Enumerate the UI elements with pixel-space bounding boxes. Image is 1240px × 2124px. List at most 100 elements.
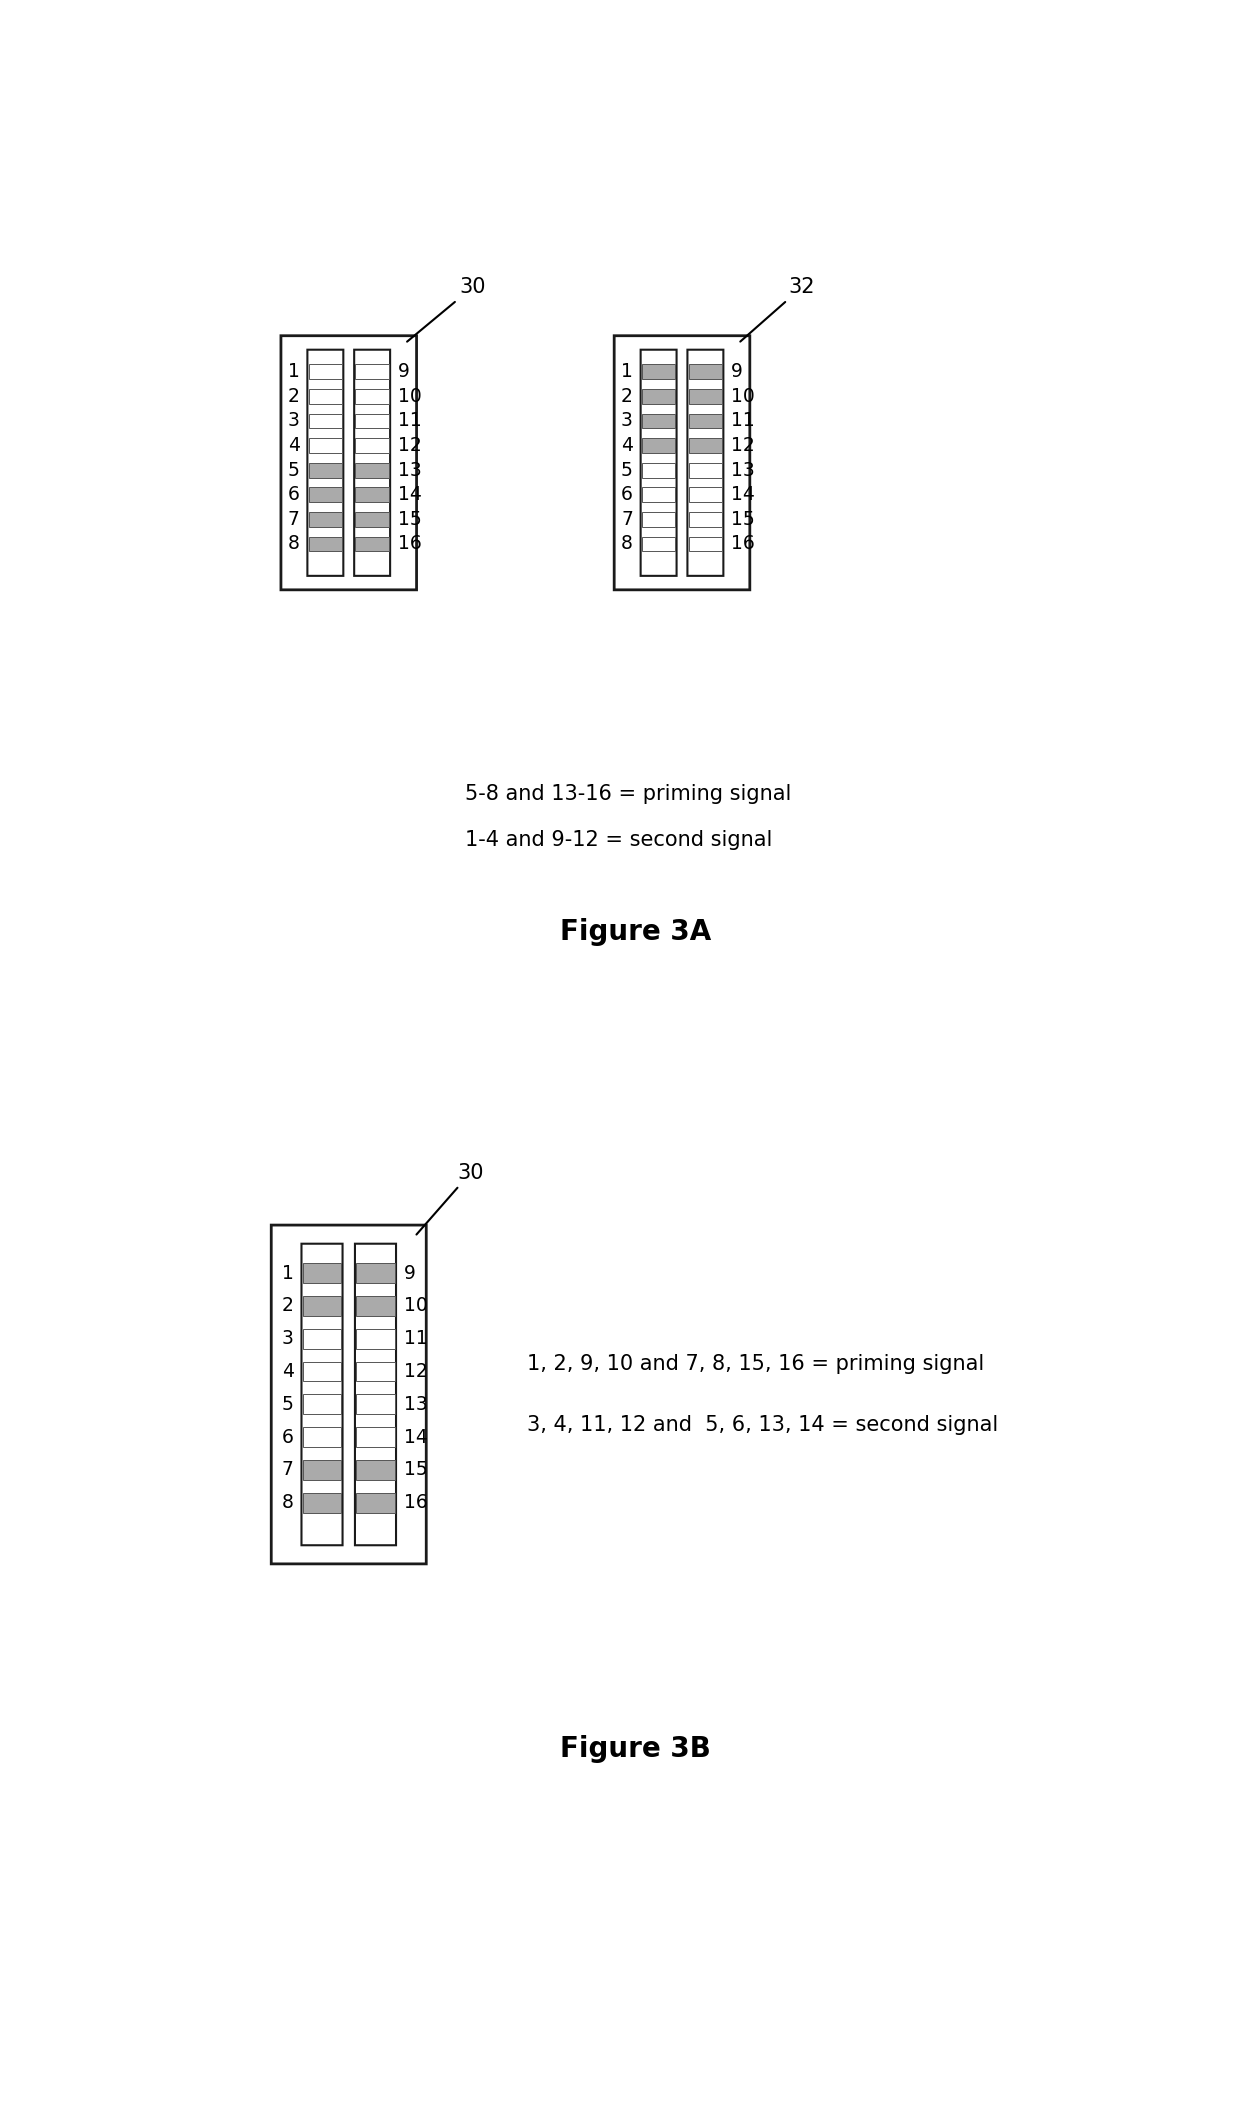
FancyBboxPatch shape <box>356 438 389 452</box>
Text: 30: 30 <box>417 1162 484 1234</box>
Text: 14: 14 <box>404 1427 428 1446</box>
FancyBboxPatch shape <box>688 389 722 404</box>
Text: 10: 10 <box>398 387 422 406</box>
Text: 1, 2, 9, 10 and 7, 8, 15, 16 = priming signal: 1, 2, 9, 10 and 7, 8, 15, 16 = priming s… <box>527 1353 985 1374</box>
Text: 11: 11 <box>398 412 422 431</box>
Text: 1: 1 <box>281 1264 294 1283</box>
FancyBboxPatch shape <box>642 438 676 452</box>
Text: 9: 9 <box>732 363 743 382</box>
FancyBboxPatch shape <box>355 350 391 576</box>
FancyBboxPatch shape <box>356 486 389 501</box>
Text: 8: 8 <box>288 535 300 554</box>
FancyBboxPatch shape <box>688 365 722 380</box>
FancyBboxPatch shape <box>303 1493 341 1512</box>
FancyBboxPatch shape <box>642 365 676 380</box>
Text: 7: 7 <box>288 510 300 529</box>
Text: 5: 5 <box>281 1395 294 1415</box>
FancyBboxPatch shape <box>641 350 677 576</box>
Text: 3: 3 <box>281 1330 294 1349</box>
Text: 13: 13 <box>732 461 755 480</box>
FancyBboxPatch shape <box>303 1330 341 1349</box>
FancyBboxPatch shape <box>356 512 389 527</box>
FancyBboxPatch shape <box>303 1296 341 1315</box>
FancyBboxPatch shape <box>281 336 417 590</box>
FancyBboxPatch shape <box>356 1459 394 1480</box>
FancyBboxPatch shape <box>614 336 750 590</box>
FancyBboxPatch shape <box>308 350 343 576</box>
Text: 14: 14 <box>732 484 755 503</box>
FancyBboxPatch shape <box>309 486 342 501</box>
FancyBboxPatch shape <box>309 512 342 527</box>
Text: 12: 12 <box>732 435 755 455</box>
Text: 14: 14 <box>398 484 422 503</box>
FancyBboxPatch shape <box>309 438 342 452</box>
Text: 3: 3 <box>288 412 300 431</box>
Text: 6: 6 <box>621 484 632 503</box>
Text: 6: 6 <box>281 1427 294 1446</box>
Text: 16: 16 <box>404 1493 428 1512</box>
FancyBboxPatch shape <box>356 414 389 429</box>
FancyBboxPatch shape <box>303 1361 341 1381</box>
Text: 1: 1 <box>621 363 632 382</box>
FancyBboxPatch shape <box>303 1427 341 1446</box>
Text: 8: 8 <box>281 1493 294 1512</box>
FancyBboxPatch shape <box>642 486 676 501</box>
Text: Figure 3B: Figure 3B <box>560 1735 711 1763</box>
FancyBboxPatch shape <box>688 537 722 552</box>
FancyBboxPatch shape <box>356 463 389 478</box>
FancyBboxPatch shape <box>355 1245 396 1546</box>
FancyBboxPatch shape <box>303 1459 341 1480</box>
Text: 10: 10 <box>732 387 755 406</box>
Text: 16: 16 <box>398 535 422 554</box>
Text: 15: 15 <box>732 510 755 529</box>
FancyBboxPatch shape <box>356 365 389 380</box>
Text: 1-4 and 9-12 = second signal: 1-4 and 9-12 = second signal <box>465 830 773 850</box>
Text: 12: 12 <box>404 1361 428 1381</box>
Text: 3: 3 <box>621 412 632 431</box>
FancyBboxPatch shape <box>309 389 342 404</box>
FancyBboxPatch shape <box>688 438 722 452</box>
FancyBboxPatch shape <box>309 365 342 380</box>
Text: 7: 7 <box>281 1461 294 1480</box>
Text: 5: 5 <box>621 461 632 480</box>
FancyBboxPatch shape <box>356 389 389 404</box>
FancyBboxPatch shape <box>309 537 342 552</box>
Text: 15: 15 <box>398 510 422 529</box>
Text: 16: 16 <box>732 535 755 554</box>
Text: 11: 11 <box>404 1330 428 1349</box>
FancyBboxPatch shape <box>688 486 722 501</box>
Text: 13: 13 <box>404 1395 428 1415</box>
Text: 3, 4, 11, 12 and  5, 6, 13, 14 = second signal: 3, 4, 11, 12 and 5, 6, 13, 14 = second s… <box>527 1415 998 1436</box>
FancyBboxPatch shape <box>356 1264 394 1283</box>
Text: 2: 2 <box>288 387 300 406</box>
Text: 32: 32 <box>740 278 815 342</box>
Text: 8: 8 <box>621 535 632 554</box>
FancyBboxPatch shape <box>642 537 676 552</box>
Text: Figure 3A: Figure 3A <box>560 918 711 947</box>
Text: 2: 2 <box>281 1296 294 1315</box>
FancyBboxPatch shape <box>642 389 676 404</box>
Text: 4: 4 <box>621 435 632 455</box>
FancyBboxPatch shape <box>303 1395 341 1415</box>
Text: 12: 12 <box>398 435 422 455</box>
Text: 30: 30 <box>407 278 486 342</box>
FancyBboxPatch shape <box>356 1427 394 1446</box>
FancyBboxPatch shape <box>642 414 676 429</box>
FancyBboxPatch shape <box>356 1361 394 1381</box>
FancyBboxPatch shape <box>356 1296 394 1315</box>
FancyBboxPatch shape <box>356 1330 394 1349</box>
Text: 13: 13 <box>398 461 422 480</box>
Text: 7: 7 <box>621 510 632 529</box>
Text: 9: 9 <box>398 363 409 382</box>
Text: 15: 15 <box>404 1461 428 1480</box>
Text: 11: 11 <box>732 412 755 431</box>
FancyBboxPatch shape <box>688 463 722 478</box>
FancyBboxPatch shape <box>303 1264 341 1283</box>
Text: 10: 10 <box>404 1296 428 1315</box>
Text: 1: 1 <box>288 363 300 382</box>
FancyBboxPatch shape <box>356 1493 394 1512</box>
FancyBboxPatch shape <box>309 414 342 429</box>
FancyBboxPatch shape <box>272 1226 427 1563</box>
Text: 4: 4 <box>288 435 300 455</box>
Text: 2: 2 <box>621 387 632 406</box>
